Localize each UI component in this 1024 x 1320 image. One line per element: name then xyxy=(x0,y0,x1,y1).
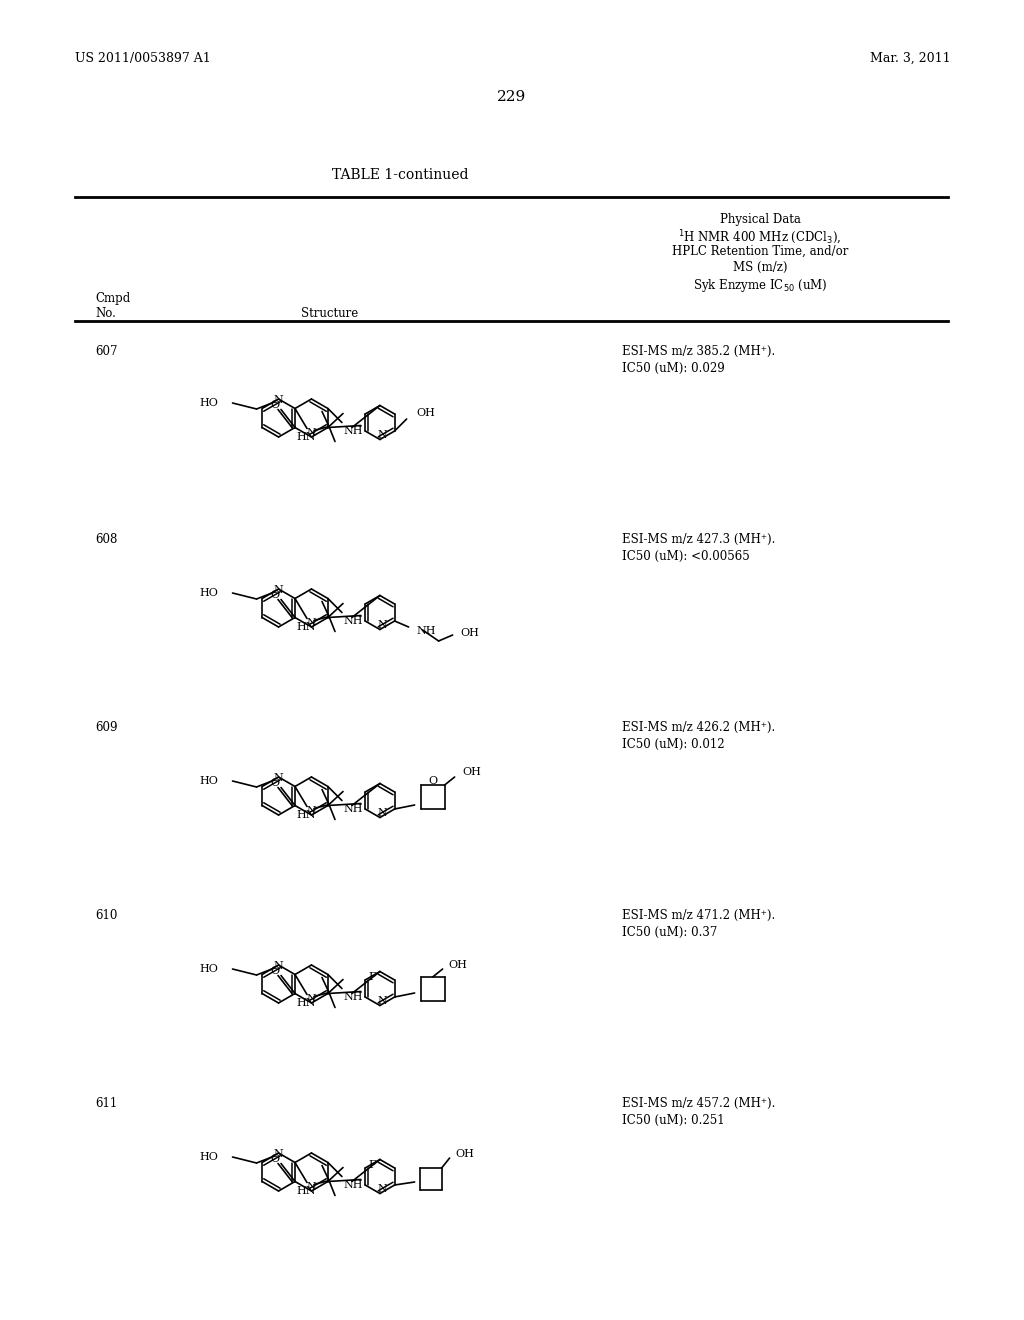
Text: OH: OH xyxy=(463,767,481,777)
Text: HO: HO xyxy=(200,776,218,785)
Text: TABLE 1-continued: TABLE 1-continued xyxy=(332,168,468,182)
Text: N: N xyxy=(377,620,387,631)
Text: N: N xyxy=(273,1148,284,1159)
Text: No.: No. xyxy=(95,308,116,319)
Text: F: F xyxy=(368,972,376,982)
Text: HN: HN xyxy=(296,809,315,820)
Text: HN: HN xyxy=(296,998,315,1007)
Text: N: N xyxy=(306,618,316,628)
Text: N: N xyxy=(377,808,387,818)
Text: Mar. 3, 2011: Mar. 3, 2011 xyxy=(870,51,950,65)
Text: HO: HO xyxy=(200,587,218,598)
Text: IC50 (uM): <0.00565: IC50 (uM): <0.00565 xyxy=(622,550,750,564)
Text: N: N xyxy=(273,585,284,595)
Text: NH: NH xyxy=(344,804,364,813)
Text: N: N xyxy=(306,994,316,1005)
Text: HO: HO xyxy=(200,964,218,974)
Text: NH: NH xyxy=(417,626,436,636)
Text: N: N xyxy=(273,961,284,972)
Text: 610: 610 xyxy=(95,909,118,921)
Text: N: N xyxy=(273,395,284,405)
Text: IC50 (uM): 0.37: IC50 (uM): 0.37 xyxy=(622,927,718,939)
Text: IC50 (uM): 0.251: IC50 (uM): 0.251 xyxy=(622,1114,725,1127)
Text: O: O xyxy=(270,400,280,409)
Text: 609: 609 xyxy=(95,721,118,734)
Text: 229: 229 xyxy=(498,90,526,104)
Text: N: N xyxy=(306,1181,316,1192)
Text: US 2011/0053897 A1: US 2011/0053897 A1 xyxy=(75,51,211,65)
Text: ESI-MS m/z 385.2 (MH⁺).: ESI-MS m/z 385.2 (MH⁺). xyxy=(622,345,775,358)
Text: ESI-MS m/z 426.2 (MH⁺).: ESI-MS m/z 426.2 (MH⁺). xyxy=(622,721,775,734)
Text: N: N xyxy=(306,428,316,438)
Text: N: N xyxy=(377,1184,387,1195)
Text: HO: HO xyxy=(200,399,218,408)
Text: OH: OH xyxy=(417,408,435,418)
Text: O: O xyxy=(270,590,280,599)
Text: Structure: Structure xyxy=(301,308,358,319)
Text: NH: NH xyxy=(344,425,364,436)
Text: HO: HO xyxy=(200,1152,218,1162)
Text: IC50 (uM): 0.012: IC50 (uM): 0.012 xyxy=(622,738,725,751)
Text: HN: HN xyxy=(296,1185,315,1196)
Text: 611: 611 xyxy=(95,1097,118,1110)
Text: 607: 607 xyxy=(95,345,118,358)
Text: HN: HN xyxy=(296,622,315,631)
Text: N: N xyxy=(377,430,387,441)
Text: N: N xyxy=(306,807,316,816)
Text: OH: OH xyxy=(449,960,468,970)
Text: IC50 (uM): 0.029: IC50 (uM): 0.029 xyxy=(622,362,725,375)
Text: OH: OH xyxy=(456,1148,474,1159)
Text: Syk Enzyme IC$_{50}$ (uM): Syk Enzyme IC$_{50}$ (uM) xyxy=(692,277,827,294)
Text: $^1$H NMR 400 MHz (CDCl$_3$),: $^1$H NMR 400 MHz (CDCl$_3$), xyxy=(678,228,842,247)
Text: NH: NH xyxy=(344,615,364,626)
Text: ESI-MS m/z 427.3 (MH⁺).: ESI-MS m/z 427.3 (MH⁺). xyxy=(622,533,775,546)
Text: 608: 608 xyxy=(95,533,118,546)
Text: ESI-MS m/z 457.2 (MH⁺).: ESI-MS m/z 457.2 (MH⁺). xyxy=(622,1097,775,1110)
Text: NH: NH xyxy=(344,1180,364,1189)
Text: O: O xyxy=(270,777,280,788)
Text: HPLC Retention Time, and/or: HPLC Retention Time, and/or xyxy=(672,246,848,257)
Text: Cmpd: Cmpd xyxy=(95,292,130,305)
Text: O: O xyxy=(270,1154,280,1163)
Text: Physical Data: Physical Data xyxy=(720,213,801,226)
Text: HN: HN xyxy=(296,432,315,441)
Text: N: N xyxy=(273,774,284,783)
Text: OH: OH xyxy=(461,628,479,638)
Text: F: F xyxy=(368,1159,376,1170)
Text: O: O xyxy=(270,965,280,975)
Text: O: O xyxy=(428,776,437,785)
Text: NH: NH xyxy=(344,991,364,1002)
Text: MS (m/z): MS (m/z) xyxy=(733,261,787,275)
Text: N: N xyxy=(377,997,387,1006)
Text: ESI-MS m/z 471.2 (MH⁺).: ESI-MS m/z 471.2 (MH⁺). xyxy=(622,909,775,921)
